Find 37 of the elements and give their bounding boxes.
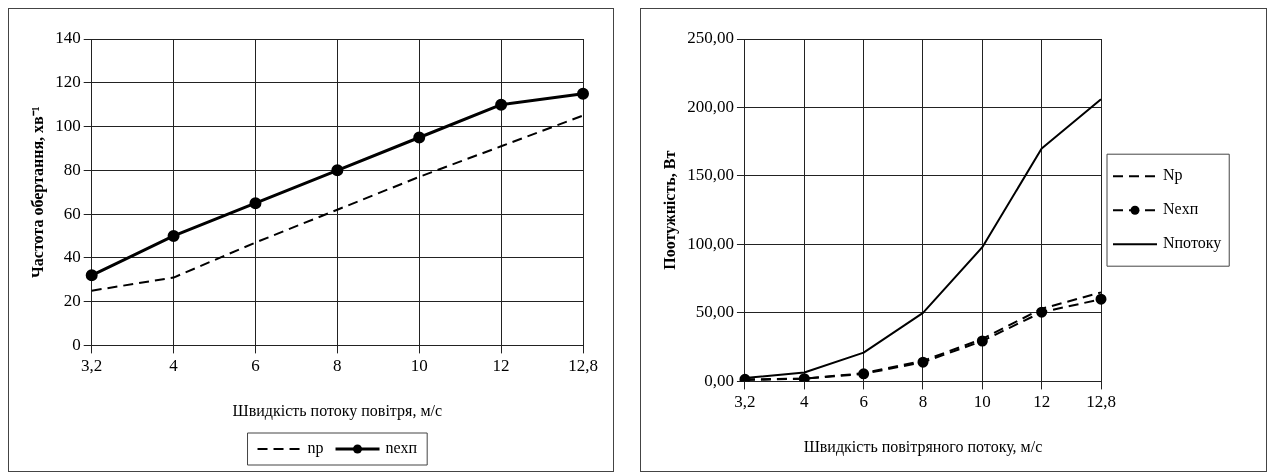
x-tick-label: 10 bbox=[410, 356, 428, 376]
legend-label: Nпотоку bbox=[1163, 234, 1222, 253]
y-tick-label: 140 bbox=[55, 28, 81, 48]
legend-label: Np bbox=[1163, 166, 1183, 185]
y-axis-title: Частота обертання, хв⁻¹ bbox=[28, 106, 47, 278]
x-tick-label: 3,2 bbox=[81, 356, 103, 376]
y-tick-label: 60 bbox=[63, 203, 81, 223]
y-tick-label: 20 bbox=[63, 291, 81, 311]
x-tick-label: 12,8 bbox=[568, 356, 598, 376]
y-tick-label: 40 bbox=[63, 247, 81, 267]
x-tick-label: 4 bbox=[800, 392, 810, 412]
y-tick-label: 0 bbox=[72, 334, 81, 354]
y-tick-label: 250,00 bbox=[687, 28, 734, 48]
x-tick-label: 8 bbox=[333, 356, 342, 376]
x-tick-label: 12,8 bbox=[1086, 392, 1116, 412]
legend-label: np bbox=[307, 439, 324, 458]
legend-label: Nexп bbox=[1163, 200, 1199, 218]
x-axis-title: Швидкість потоку повітря, м/с bbox=[232, 401, 443, 420]
x-tick-label: 6 bbox=[859, 392, 868, 412]
x-tick-label: 3,2 bbox=[734, 392, 756, 412]
x-tick-label: 12 bbox=[1033, 392, 1051, 412]
y-tick-label: 200,00 bbox=[687, 96, 734, 116]
y-tick-label: 50,00 bbox=[695, 302, 734, 322]
y-axis-title: Поотужність, Вт bbox=[660, 150, 679, 270]
x-tick-label: 12 bbox=[492, 356, 510, 376]
legend-label: nexп bbox=[385, 439, 418, 457]
y-tick-label: 80 bbox=[63, 159, 81, 179]
x-axis-title: Швидкість повітряного потоку, м/с bbox=[803, 437, 1043, 456]
y-tick-label: 100,00 bbox=[687, 233, 734, 253]
y-tick-label: 100 bbox=[55, 116, 81, 136]
y-tick-label: 120 bbox=[55, 72, 81, 92]
y-tick-label: 0,00 bbox=[704, 370, 734, 390]
x-tick-label: 6 bbox=[251, 356, 260, 376]
x-tick-label: 8 bbox=[918, 392, 928, 412]
x-tick-label: 4 bbox=[169, 356, 179, 376]
x-tick-label: 10 bbox=[973, 392, 991, 412]
y-tick-label: 150,00 bbox=[687, 165, 734, 185]
